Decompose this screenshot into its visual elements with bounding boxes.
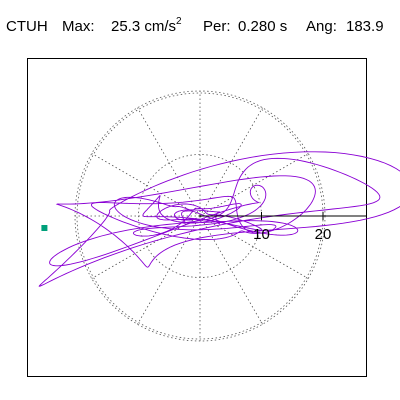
grid-spoke-30 (199, 153, 309, 217)
axis-tick-label-10: 10 (253, 226, 270, 243)
period-value: 0.280 s (238, 18, 288, 35)
station-code: CTUH (6, 18, 48, 35)
max-value: 25.3 cm/s2 (111, 16, 182, 35)
grid-spoke-300 (199, 215, 263, 325)
axis-tick-label-20: 20 (315, 226, 332, 243)
period-label: Per: (203, 18, 231, 35)
plot-frame (27, 58, 367, 377)
grid-spoke-60 (199, 107, 263, 217)
grid-spoke-150 (91, 153, 201, 217)
max-label: Max: (62, 18, 95, 35)
angle-label: Ang: (306, 18, 337, 35)
grid-spoke-240 (137, 215, 201, 325)
chart-header: CTUH Max: 25.3 cm/s2 Per: 0.280 s Ang: 1… (0, 0, 400, 44)
max-unit-exponent: 2 (176, 16, 182, 27)
max-point-marker (41, 225, 48, 231)
angle-value: 183.9 (346, 18, 384, 35)
hodogram-trace (38, 151, 400, 287)
grid-spoke-120 (137, 107, 201, 217)
grid-spoke-330 (199, 215, 309, 279)
